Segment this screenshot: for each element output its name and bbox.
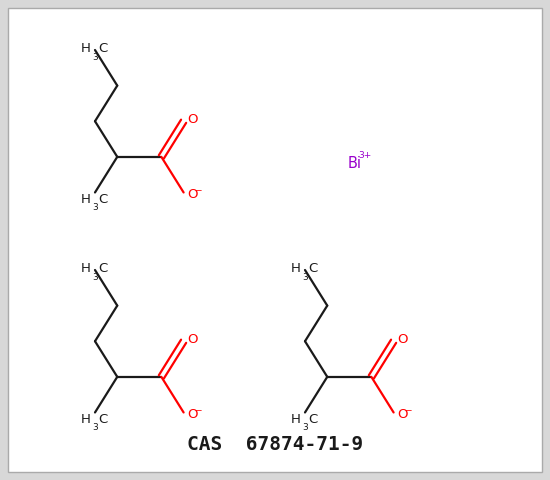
Text: 3: 3 (92, 53, 98, 62)
Text: H: H (291, 263, 301, 276)
Text: H: H (81, 263, 91, 276)
Text: O: O (398, 408, 408, 421)
Text: C: C (308, 263, 317, 276)
Text: 3: 3 (92, 423, 98, 432)
Text: H: H (81, 413, 91, 426)
Text: O: O (188, 113, 198, 126)
Text: C: C (98, 413, 107, 426)
Text: 3: 3 (92, 273, 98, 282)
Text: C: C (308, 413, 317, 426)
Text: C: C (98, 193, 107, 206)
Text: O: O (188, 333, 198, 346)
Text: H: H (81, 193, 91, 206)
Text: C: C (98, 43, 107, 56)
Text: O: O (188, 188, 198, 201)
Text: C: C (98, 263, 107, 276)
Text: −: − (194, 185, 202, 194)
Text: H: H (291, 413, 301, 426)
Text: Bi: Bi (348, 156, 362, 170)
Text: 3: 3 (302, 423, 308, 432)
Text: CAS  67874-71-9: CAS 67874-71-9 (187, 435, 363, 455)
Text: −: − (194, 405, 202, 414)
Text: O: O (188, 408, 198, 421)
Text: H: H (81, 43, 91, 56)
Text: 3: 3 (92, 204, 98, 213)
Text: O: O (398, 333, 408, 346)
FancyBboxPatch shape (8, 8, 542, 472)
Text: 3: 3 (302, 273, 308, 282)
Text: −: − (404, 405, 412, 414)
Text: 3+: 3+ (359, 152, 372, 160)
